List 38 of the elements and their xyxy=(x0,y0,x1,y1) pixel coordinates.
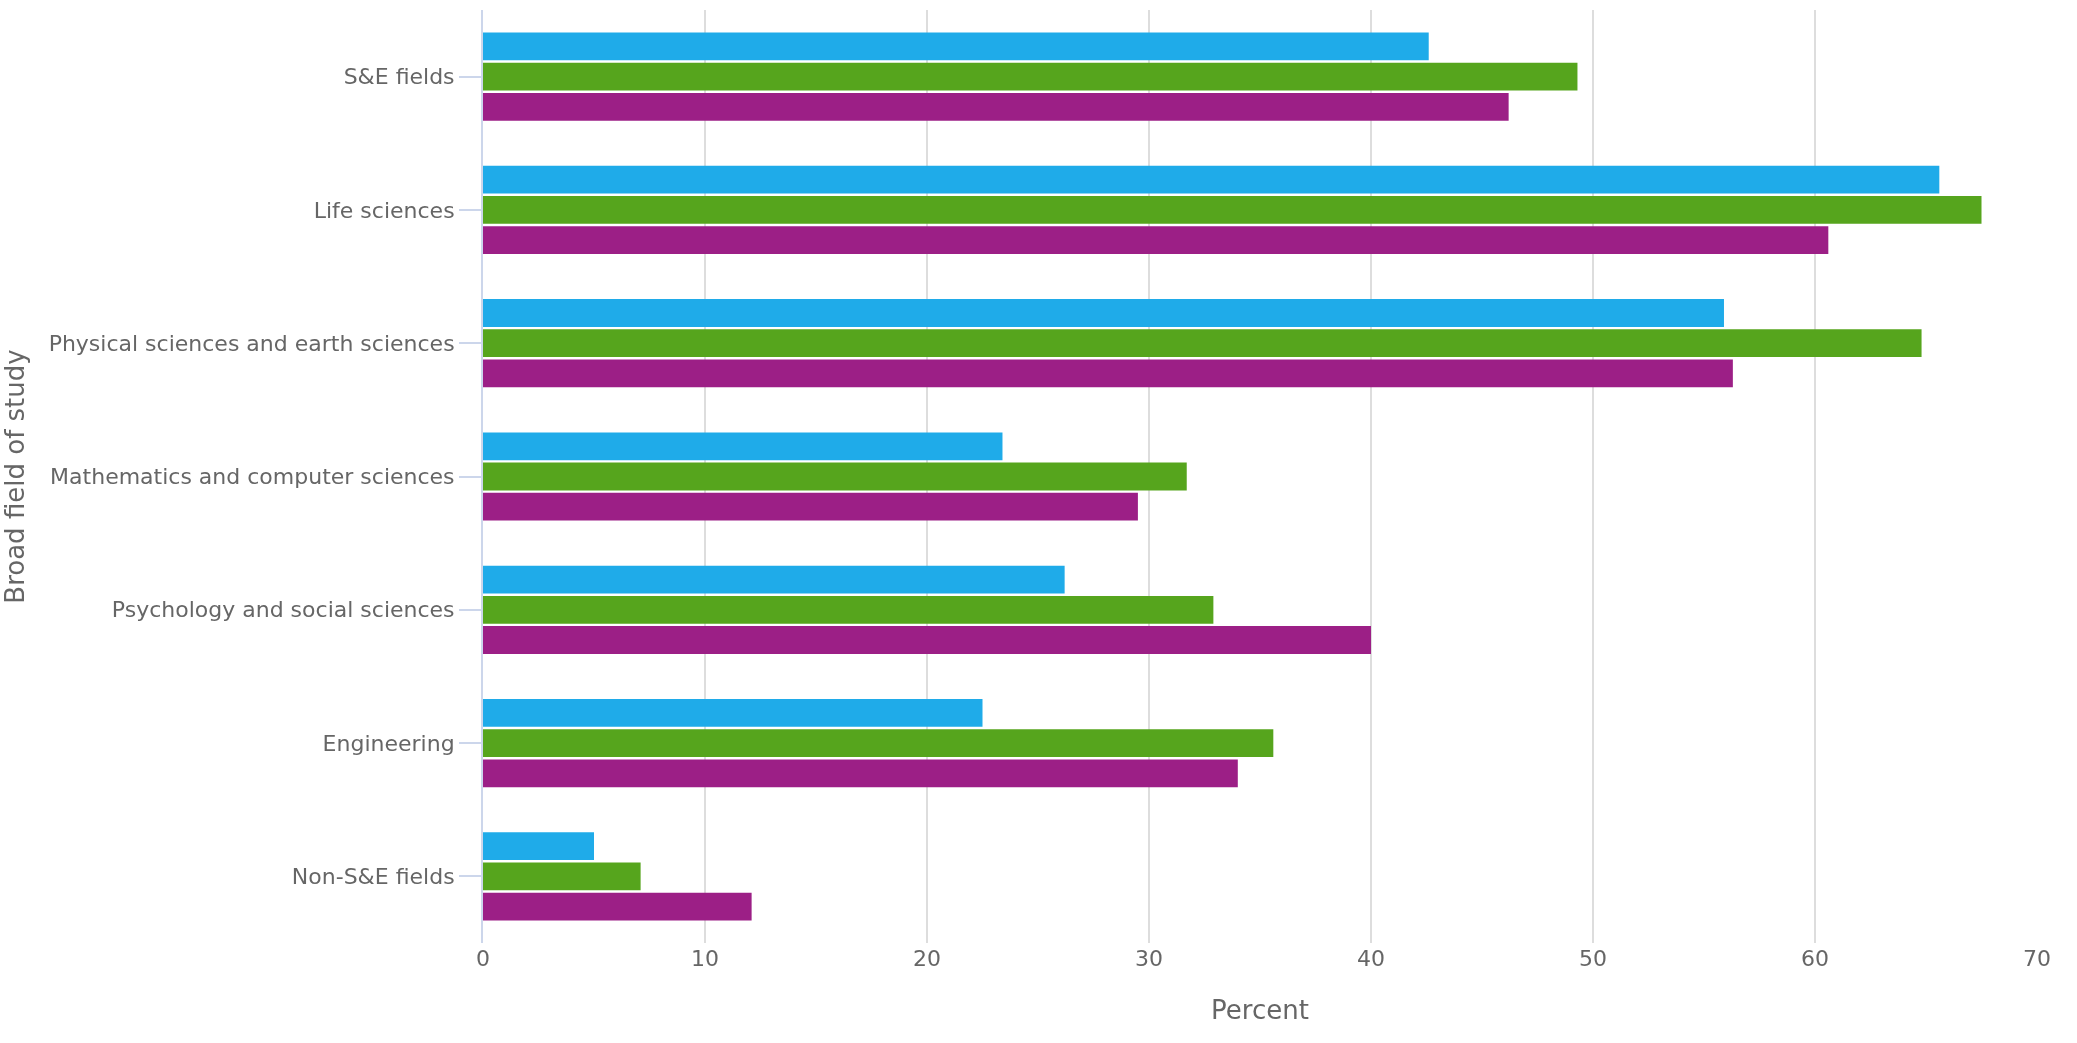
x-tick-label: 50 xyxy=(1579,946,1607,971)
y-tick-label: Mathematics and computer sciences xyxy=(50,464,455,490)
y-tick-label: Life sciences xyxy=(313,197,455,223)
x-axis-title: Percent xyxy=(1211,994,1309,1025)
bar xyxy=(483,892,752,921)
x-tick-label: 70 xyxy=(2023,946,2051,971)
bar xyxy=(483,595,1214,624)
x-tick-label: 0 xyxy=(476,946,490,971)
bar xyxy=(483,432,1003,461)
bar xyxy=(483,626,1371,654)
bar xyxy=(483,299,1724,327)
bar xyxy=(483,565,1065,594)
bar xyxy=(483,698,983,727)
bar xyxy=(483,862,641,891)
bar xyxy=(483,759,1238,788)
bar xyxy=(483,196,1982,224)
x-tick-label: 10 xyxy=(691,946,719,971)
x-tick-label: 60 xyxy=(1801,946,1829,971)
y-tick-label: S&E fields xyxy=(343,64,455,90)
bar xyxy=(483,492,1138,521)
y-tick-label: Psychology and social sciences xyxy=(111,597,455,623)
bar xyxy=(483,32,1429,61)
bar xyxy=(483,165,1940,194)
bar xyxy=(483,462,1187,491)
y-axis-title: Broad field of study xyxy=(0,349,30,604)
x-tick-label: 20 xyxy=(913,946,941,971)
x-tick-label: 30 xyxy=(1135,946,1163,971)
bar xyxy=(483,729,1274,757)
x-tick-label: 40 xyxy=(1357,946,1385,971)
bar xyxy=(483,62,1578,91)
y-tick-label: Non-S&E fields xyxy=(291,864,455,890)
bar xyxy=(483,359,1733,388)
bar xyxy=(483,329,1922,358)
bar xyxy=(483,832,594,861)
y-tick-label: Physical sciences and earth sciences xyxy=(48,330,455,356)
bar xyxy=(483,226,1829,255)
y-tick-label: Engineering xyxy=(322,730,455,756)
bar xyxy=(483,92,1509,121)
